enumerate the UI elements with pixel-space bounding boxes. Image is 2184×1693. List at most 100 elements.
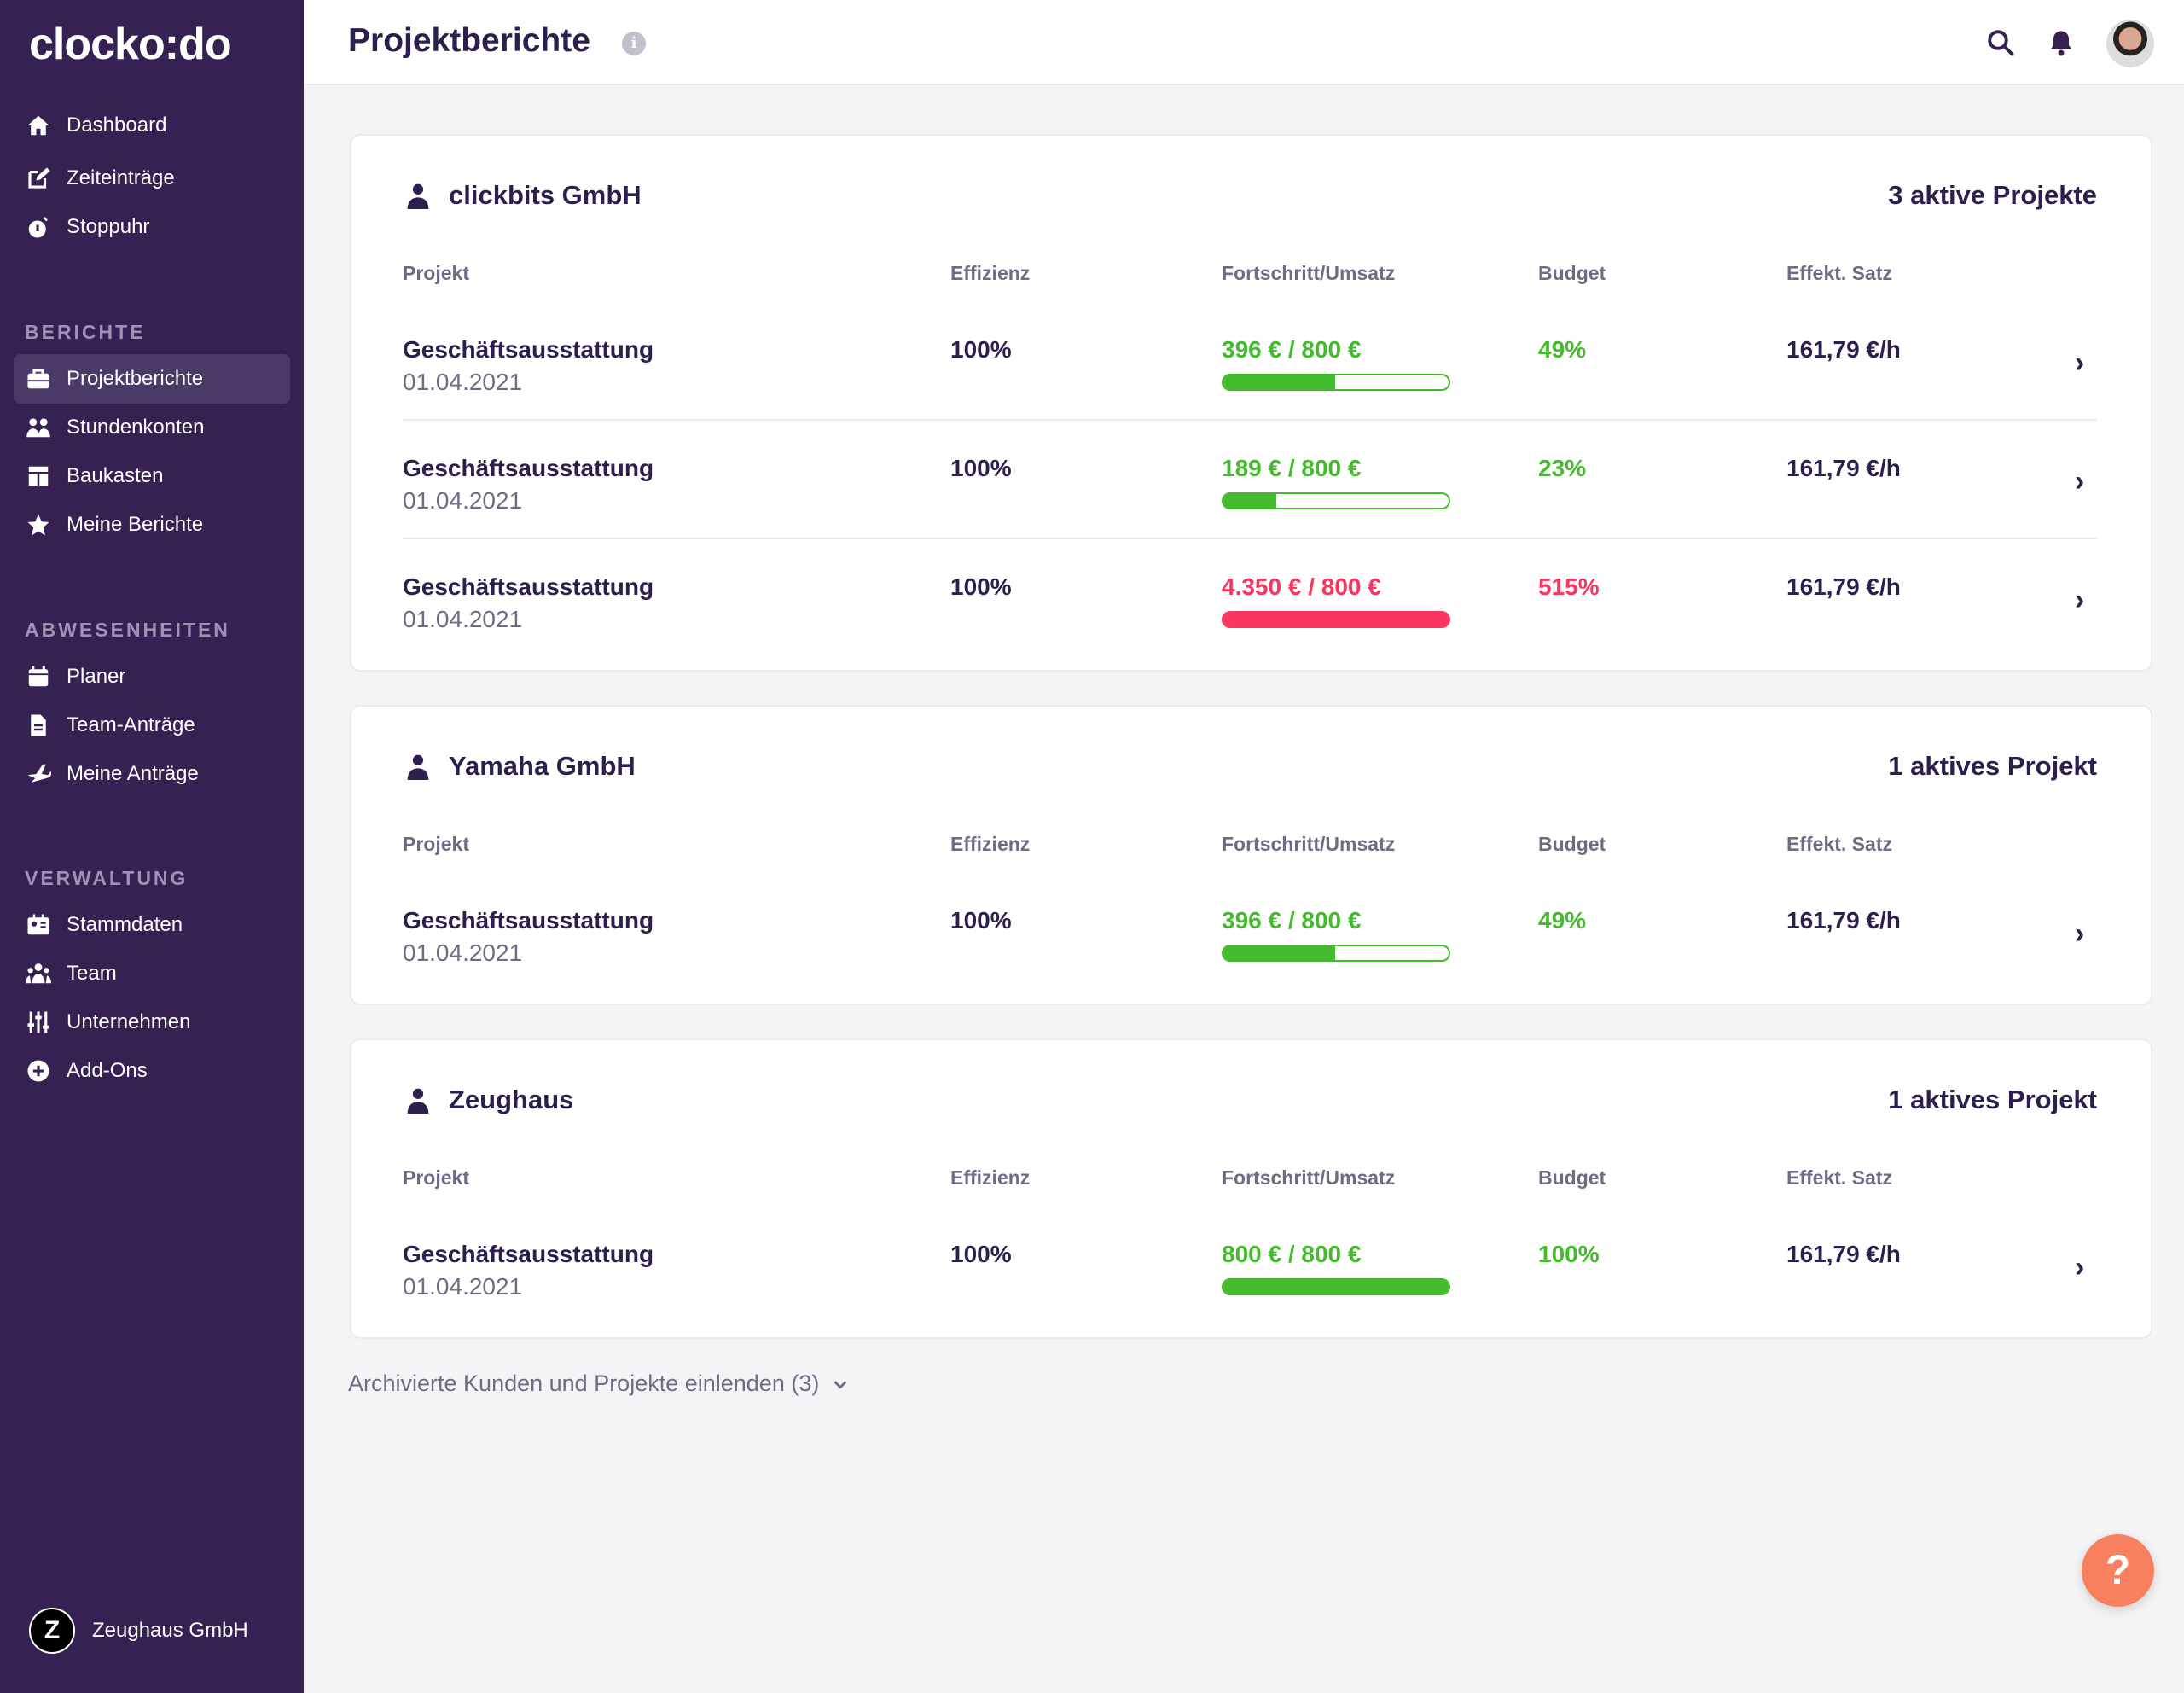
effective-rate-value: 161,79 €/h [1786,455,1901,481]
project-row[interactable]: Geschäftsausstattung 01.04.2021 100% 4.350 … [403,539,2097,658]
progress-bar-fill [1223,1280,1449,1294]
effective-rate-value: 161,79 €/h [1786,1241,1901,1267]
effective-rate-value: 161,79 €/h [1786,907,1901,934]
users-icon [26,418,50,438]
sidebar-item-label: Meine Anträge [67,762,199,785]
sidebar-item-label: Team [67,962,117,985]
sidebar-item-planer[interactable]: Planer [14,652,290,701]
project-row[interactable]: Geschäftsausstattung 01.04.2021 100% 800 € … [403,1207,2097,1325]
sidebar-item-stammdaten[interactable]: Stammdaten [14,900,290,950]
sliders-icon [27,1011,49,1033]
chevron-right-icon[interactable]: › [2075,465,2085,497]
customer-name[interactable]: Yamaha GmbH [449,751,636,781]
project-row[interactable]: Geschäftsausstattung 01.04.2021 100% 396 € … [403,302,2097,421]
project-date: 01.04.2021 [403,1273,523,1300]
efficiency-value: 100% [950,573,1012,600]
id-card-icon [27,914,49,935]
sidebar-item-stundenkonten[interactable]: Stundenkonten [14,403,290,452]
efficiency-value: 100% [950,907,1012,934]
archive-toggle-link[interactable]: Archivierte Kunden und Projekte einlende… [348,1370,850,1397]
sidebar-section-title: VERWALTUNG [25,867,189,889]
budget-value: 49% [1538,907,1587,934]
active-projects-count: 3 aktive Projekte [1888,180,2097,210]
progress-bar [1222,1278,1450,1295]
column-header-efficiency: Effizienz [950,262,1031,284]
sidebar-item-label: Unternehmen [67,1010,191,1033]
organization-name: Zeughaus GmbH [92,1619,248,1642]
search-icon[interactable] [1985,27,2016,58]
column-header-project: Projekt [403,833,469,855]
efficiency-value: 100% [950,336,1012,363]
project-row[interactable]: Geschäftsausstattung 01.04.2021 100% 396 € … [403,873,2097,992]
effective-rate-value: 161,79 €/h [1786,573,1901,600]
column-header-efficiency: Effizienz [950,833,1031,855]
sidebar-item-stoppuhr[interactable]: Stoppuhr [14,202,290,252]
project-name[interactable]: Geschäftsausstattung [403,907,654,934]
chevron-down-icon [834,1380,847,1389]
customer-name[interactable]: Zeughaus [449,1085,574,1114]
help-button[interactable]: ? [2082,1534,2154,1607]
star-icon [27,514,49,536]
column-header-progress: Fortschritt/Umsatz [1222,262,1396,284]
calendar-icon [28,666,49,687]
project-date: 01.04.2021 [403,487,523,514]
sidebar-item-dashboard[interactable]: Dashboard [14,101,290,150]
column-header-rate: Effekt. Satz [1786,1166,1892,1189]
sidebar-item-label: Add-Ons [67,1059,148,1082]
chevron-right-icon[interactable]: › [2075,584,2085,616]
sidebar-item-add-ons[interactable]: Add-Ons [14,1046,290,1096]
project-name[interactable]: Geschäftsausstattung [403,1241,654,1267]
project-name[interactable]: Geschäftsausstattung [403,573,654,600]
budget-value: 100% [1538,1241,1600,1267]
project-row[interactable]: Geschäftsausstattung 01.04.2021 100% 189 € … [403,421,2097,539]
chevron-right-icon[interactable]: › [2075,346,2085,379]
active-projects-count: 1 aktives Projekt [1888,751,2097,781]
sidebar-item-unternehmen[interactable]: Unternehmen [14,998,290,1047]
organization-switcher[interactable]: Z Zeughaus GmbH [29,1608,248,1654]
sidebar-item-label: Baukasten [67,464,164,487]
customer-name[interactable]: clickbits GmbH [449,180,642,210]
progress-bar [1222,611,1450,628]
sidebar-item-label: Zeiteinträge [67,166,175,189]
sidebar-item-projektberichte[interactable]: Projektberichte [14,354,290,404]
info-icon[interactable]: i [622,32,646,55]
sidebar-item-zeiteintr-ge[interactable]: Zeiteinträge [14,154,290,203]
customer-card: clickbits GmbH 3 aktive Projekte Projekt Ef… [350,134,2152,672]
edit-icon [28,167,50,189]
sidebar-item-team-antr-ge[interactable]: Team-Anträge [14,701,290,750]
bell-icon[interactable] [2046,27,2077,58]
progress-bar [1222,374,1450,391]
page-title: Projektberichte [348,22,590,59]
column-header-project: Projekt [403,262,469,284]
logo[interactable]: clocko:do [29,20,232,69]
chevron-right-icon[interactable]: › [2075,917,2085,950]
sidebar-item-meine-berichte[interactable]: Meine Berichte [14,500,290,550]
sidebar-item-team[interactable]: Team [14,949,290,998]
progress-value: 189 € / 800 € [1222,455,1362,481]
project-name[interactable]: Geschäftsausstattung [403,455,654,481]
layout-icon [28,466,49,486]
efficiency-value: 100% [950,1241,1012,1267]
sidebar-item-label: Stoppuhr [67,215,150,238]
document-icon [31,714,46,736]
user-avatar[interactable] [2106,20,2154,67]
sidebar-item-meine-antr-ge[interactable]: Meine Anträge [14,749,290,799]
progress-bar-fill [1223,375,1335,389]
column-header-budget: Budget [1538,1166,1606,1189]
budget-value: 23% [1538,455,1587,481]
project-date: 01.04.2021 [403,940,523,966]
project-name[interactable]: Geschäftsausstattung [403,336,654,363]
progress-bar-fill [1223,494,1277,508]
column-header-rate: Effekt. Satz [1786,833,1892,855]
sidebar-item-label: Team-Anträge [67,713,195,736]
header: Projektberichte i [304,0,2184,85]
progress-value: 4.350 € / 800 € [1222,573,1381,600]
chevron-right-icon[interactable]: › [2075,1251,2085,1283]
sidebar-item-label: Planer [67,665,126,688]
team-icon [26,963,51,984]
column-header-progress: Fortschritt/Umsatz [1222,1166,1396,1189]
organization-logo: Z [29,1608,75,1654]
sidebar-item-baukasten[interactable]: Baukasten [14,451,290,501]
progress-bar-fill [1223,946,1335,960]
progress-bar-fill [1223,613,1449,626]
